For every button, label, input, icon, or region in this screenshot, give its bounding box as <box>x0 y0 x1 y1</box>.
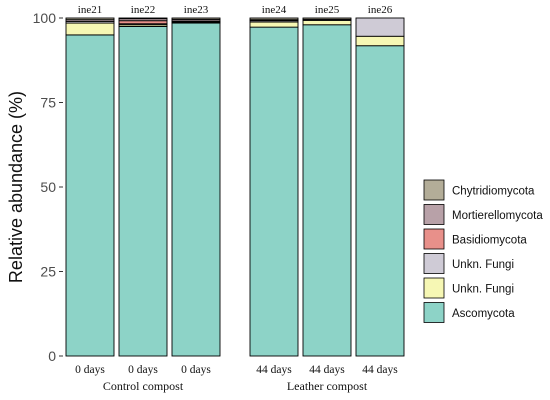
bar-segment-ine23-ascomycota <box>171 22 221 357</box>
bar-segment-ine21-ascomycota <box>65 34 115 357</box>
legend-swatch <box>423 204 445 225</box>
panel-title: Control compost <box>103 379 184 393</box>
legend-label: Unkn. Fungi <box>452 284 514 296</box>
bar-segment-ine22-basidiomycota <box>118 20 168 25</box>
sample-label: ine21 <box>78 4 102 16</box>
bar-segment-ine24-unkn-fungi-yellow- <box>249 21 299 28</box>
y-axis-label: Relative abundance (%) <box>6 91 26 283</box>
bar-segment-ine25-unkn-fungi-yellow- <box>302 19 352 26</box>
sample-label: ine22 <box>131 4 155 16</box>
panel-title: Leather compost <box>287 379 368 393</box>
y-tick-label: 50 <box>40 179 56 195</box>
bar-segment-ine24-chytridiomycota <box>249 17 299 21</box>
bar-segment-ine21-unkn-fungi-yellow- <box>65 22 115 36</box>
y-tick-label: 100 <box>33 10 57 26</box>
legend-label: Unkn. Fungi <box>452 259 514 271</box>
bar-segment-ine25-chytridiomycota <box>302 17 352 20</box>
x-tick-label: 44 days <box>309 364 345 376</box>
x-tick-label: 0 days <box>75 364 105 376</box>
bar-segment-ine22-chytridiomycota <box>118 17 168 20</box>
legend-swatch <box>423 253 445 274</box>
legend-label: Basidiomycota <box>452 235 527 247</box>
sample-label: ine24 <box>262 4 287 16</box>
sample-label: ine26 <box>368 4 393 16</box>
x-tick-label: 0 days <box>128 364 158 376</box>
legend-label: Mortierellomycota <box>452 210 543 222</box>
legend-swatch <box>423 302 445 323</box>
legend-label: Chytridiomycota <box>452 186 535 198</box>
bar-segment-ine21-chytridiomycota <box>65 17 115 21</box>
y-tick-label: 75 <box>40 95 56 111</box>
legend-swatch <box>423 179 445 201</box>
x-tick-label: 0 days <box>181 364 211 376</box>
bar-segment-ine22-ascomycota <box>118 26 168 357</box>
bar-segment-ine26-ascomycota <box>355 45 405 357</box>
y-tick-label: 0 <box>48 348 56 364</box>
x-tick-label: 44 days <box>362 364 398 376</box>
bar-segment-ine26-unkn-fungi-yellow- <box>355 35 405 47</box>
bar-segment-ine25-ascomycota <box>302 24 352 357</box>
bar-segment-ine23-chytridiomycota <box>171 17 221 20</box>
sample-label: ine25 <box>315 4 340 16</box>
legend-swatch <box>423 228 445 250</box>
legend-label: Ascomycota <box>452 308 515 320</box>
y-tick-label: 25 <box>40 264 56 280</box>
x-tick-label: 44 days <box>256 364 292 376</box>
legend-swatch <box>423 277 445 299</box>
sample-label: ine23 <box>184 4 209 16</box>
bar-segment-ine24-ascomycota <box>249 26 299 357</box>
bar-segment-ine26-unkn-fungi-lavender- <box>355 17 405 37</box>
